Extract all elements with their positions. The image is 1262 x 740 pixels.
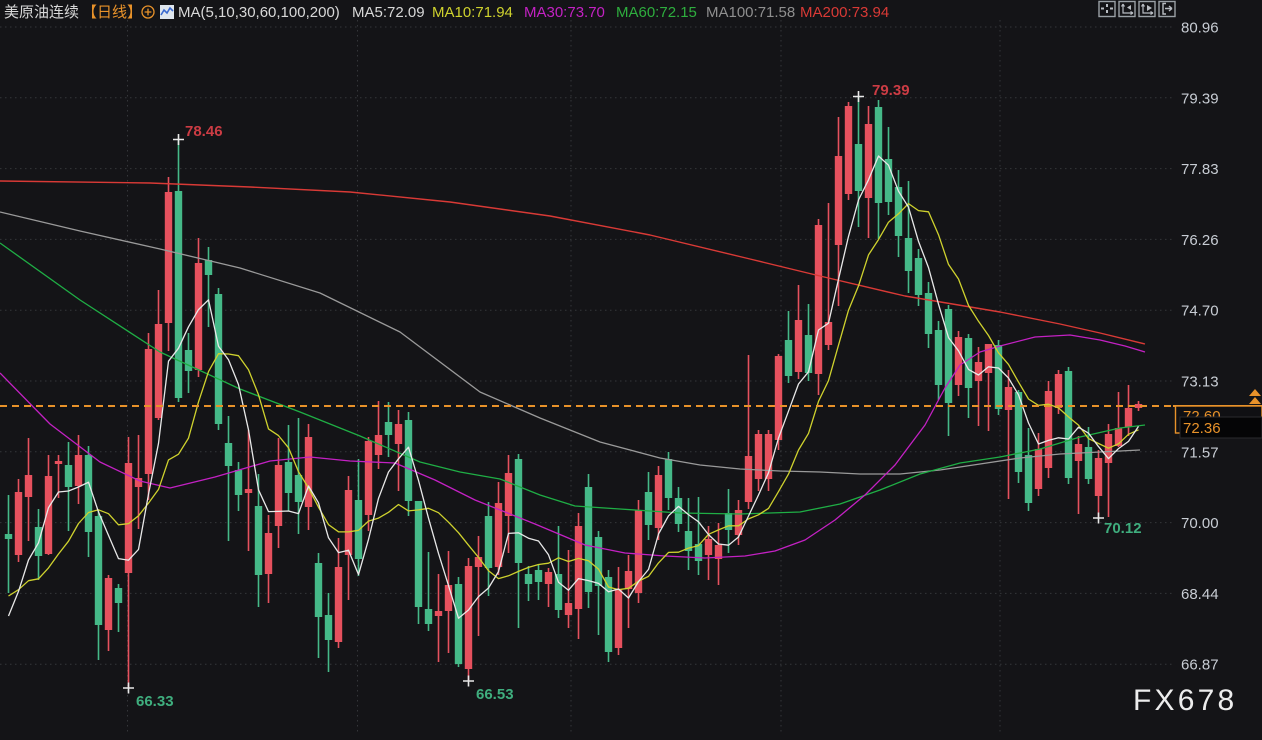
svg-text:76.26: 76.26 bbox=[1181, 232, 1219, 249]
svg-text:80.96: 80.96 bbox=[1181, 20, 1219, 37]
svg-text:FX678: FX678 bbox=[1133, 684, 1237, 717]
svg-text:70.12: 70.12 bbox=[1104, 520, 1142, 537]
svg-text:66.53: 66.53 bbox=[476, 686, 514, 703]
svg-text:70.00: 70.00 bbox=[1181, 515, 1219, 532]
svg-text:78.46: 78.46 bbox=[185, 123, 223, 140]
svg-text:79.39: 79.39 bbox=[872, 82, 910, 99]
svg-text:73.13: 73.13 bbox=[1181, 374, 1219, 391]
svg-text:MA5:72.09: MA5:72.09 bbox=[352, 4, 425, 21]
svg-text:MA30:73.70: MA30:73.70 bbox=[524, 4, 605, 21]
svg-text:71.57: 71.57 bbox=[1181, 444, 1219, 461]
svg-text:66.87: 66.87 bbox=[1181, 657, 1219, 674]
svg-text:68.44: 68.44 bbox=[1181, 586, 1219, 603]
svg-text:MA(5,10,30,60,100,200): MA(5,10,30,60,100,200) bbox=[178, 4, 340, 21]
svg-text:MA100:71.58: MA100:71.58 bbox=[706, 4, 795, 21]
svg-text:【日线】: 【日线】 bbox=[82, 4, 142, 21]
svg-text:74.70: 74.70 bbox=[1181, 303, 1219, 320]
svg-text:77.83: 77.83 bbox=[1181, 161, 1219, 178]
svg-text:美原油连续: 美原油连续 bbox=[4, 4, 79, 21]
svg-text:MA60:72.15: MA60:72.15 bbox=[616, 4, 697, 21]
svg-text:79.39: 79.39 bbox=[1181, 90, 1219, 107]
svg-text:MA10:71.94: MA10:71.94 bbox=[432, 4, 513, 21]
svg-text:66.33: 66.33 bbox=[136, 693, 174, 710]
svg-text:MA200:73.94: MA200:73.94 bbox=[800, 4, 889, 21]
svg-text:72.36: 72.36 bbox=[1183, 420, 1221, 437]
